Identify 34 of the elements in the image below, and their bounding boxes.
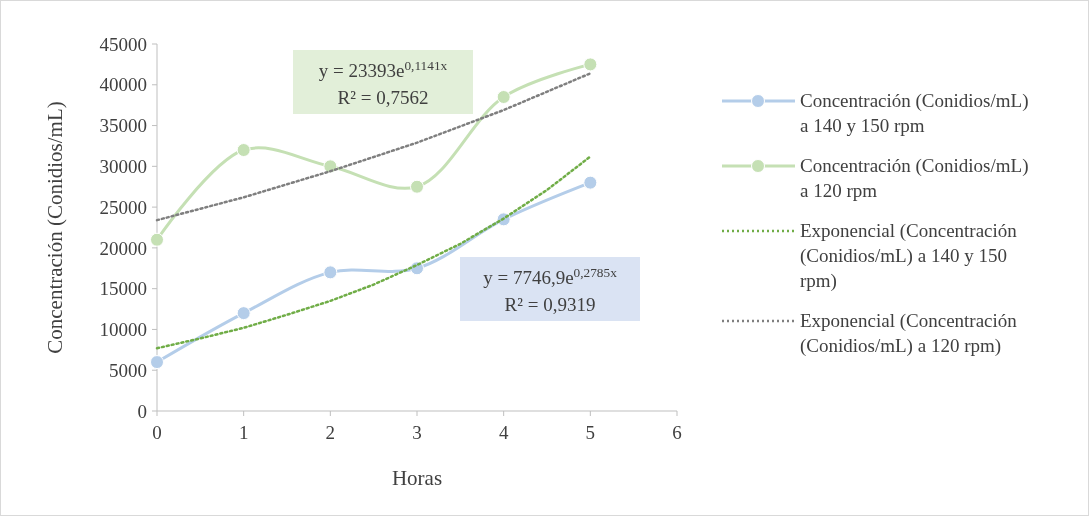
point	[583, 175, 598, 190]
y-tick-label: 10000	[99, 319, 147, 341]
x-tick-label: 3	[412, 422, 422, 443]
point	[496, 90, 511, 104]
legend-label: Concentración (Conidios/mL) a 140 y 150 rpm	[800, 90, 1029, 136]
annotation: y = 23393e$^{0,1141x}$ R² = 0,7562	[318, 57, 448, 108]
y-tick-label: 0	[137, 400, 147, 422]
point	[236, 143, 251, 158]
y-tick-label: 15000	[99, 278, 147, 300]
x-tick-label: 6	[672, 422, 682, 443]
y-tick-label: 40000	[99, 74, 147, 96]
point	[583, 57, 598, 72]
y-tick-label: 35000	[99, 115, 147, 137]
x-tick-label: 4	[498, 422, 509, 443]
point	[323, 265, 338, 280]
legend-label: Concentración (Conidios/mL) a 120 rpm	[800, 155, 1029, 201]
legend-label: Exponencial (Concentración (Conidios/mL) a 120 rpm)	[800, 310, 1018, 357]
point	[150, 232, 164, 247]
point	[410, 179, 424, 194]
y-tick-label: 5000	[109, 359, 147, 381]
y-tick-label: 45000	[99, 33, 147, 55]
y-tick-label: 20000	[99, 237, 147, 259]
point	[150, 355, 164, 370]
x-tick-label: 5	[585, 422, 596, 443]
x-tick-label: 2	[325, 422, 336, 443]
annotation: y = 7746,9e$^{0,2785x}$ R² = 0,9319	[483, 264, 618, 315]
x-tick-label: 0	[152, 422, 162, 443]
x-axis-title: Horas	[391, 466, 443, 490]
y-tick-label: 25000	[99, 196, 147, 218]
point	[236, 306, 251, 321]
legend-label: Exponencial (Concentración (Conidios/mL) a 140 y 150 rpm)	[800, 220, 1018, 292]
y-tick-label: 30000	[99, 155, 147, 177]
x-tick-label: 1	[238, 422, 249, 443]
y-axis-title: Concentración (Conidios/mL)	[43, 101, 67, 354]
